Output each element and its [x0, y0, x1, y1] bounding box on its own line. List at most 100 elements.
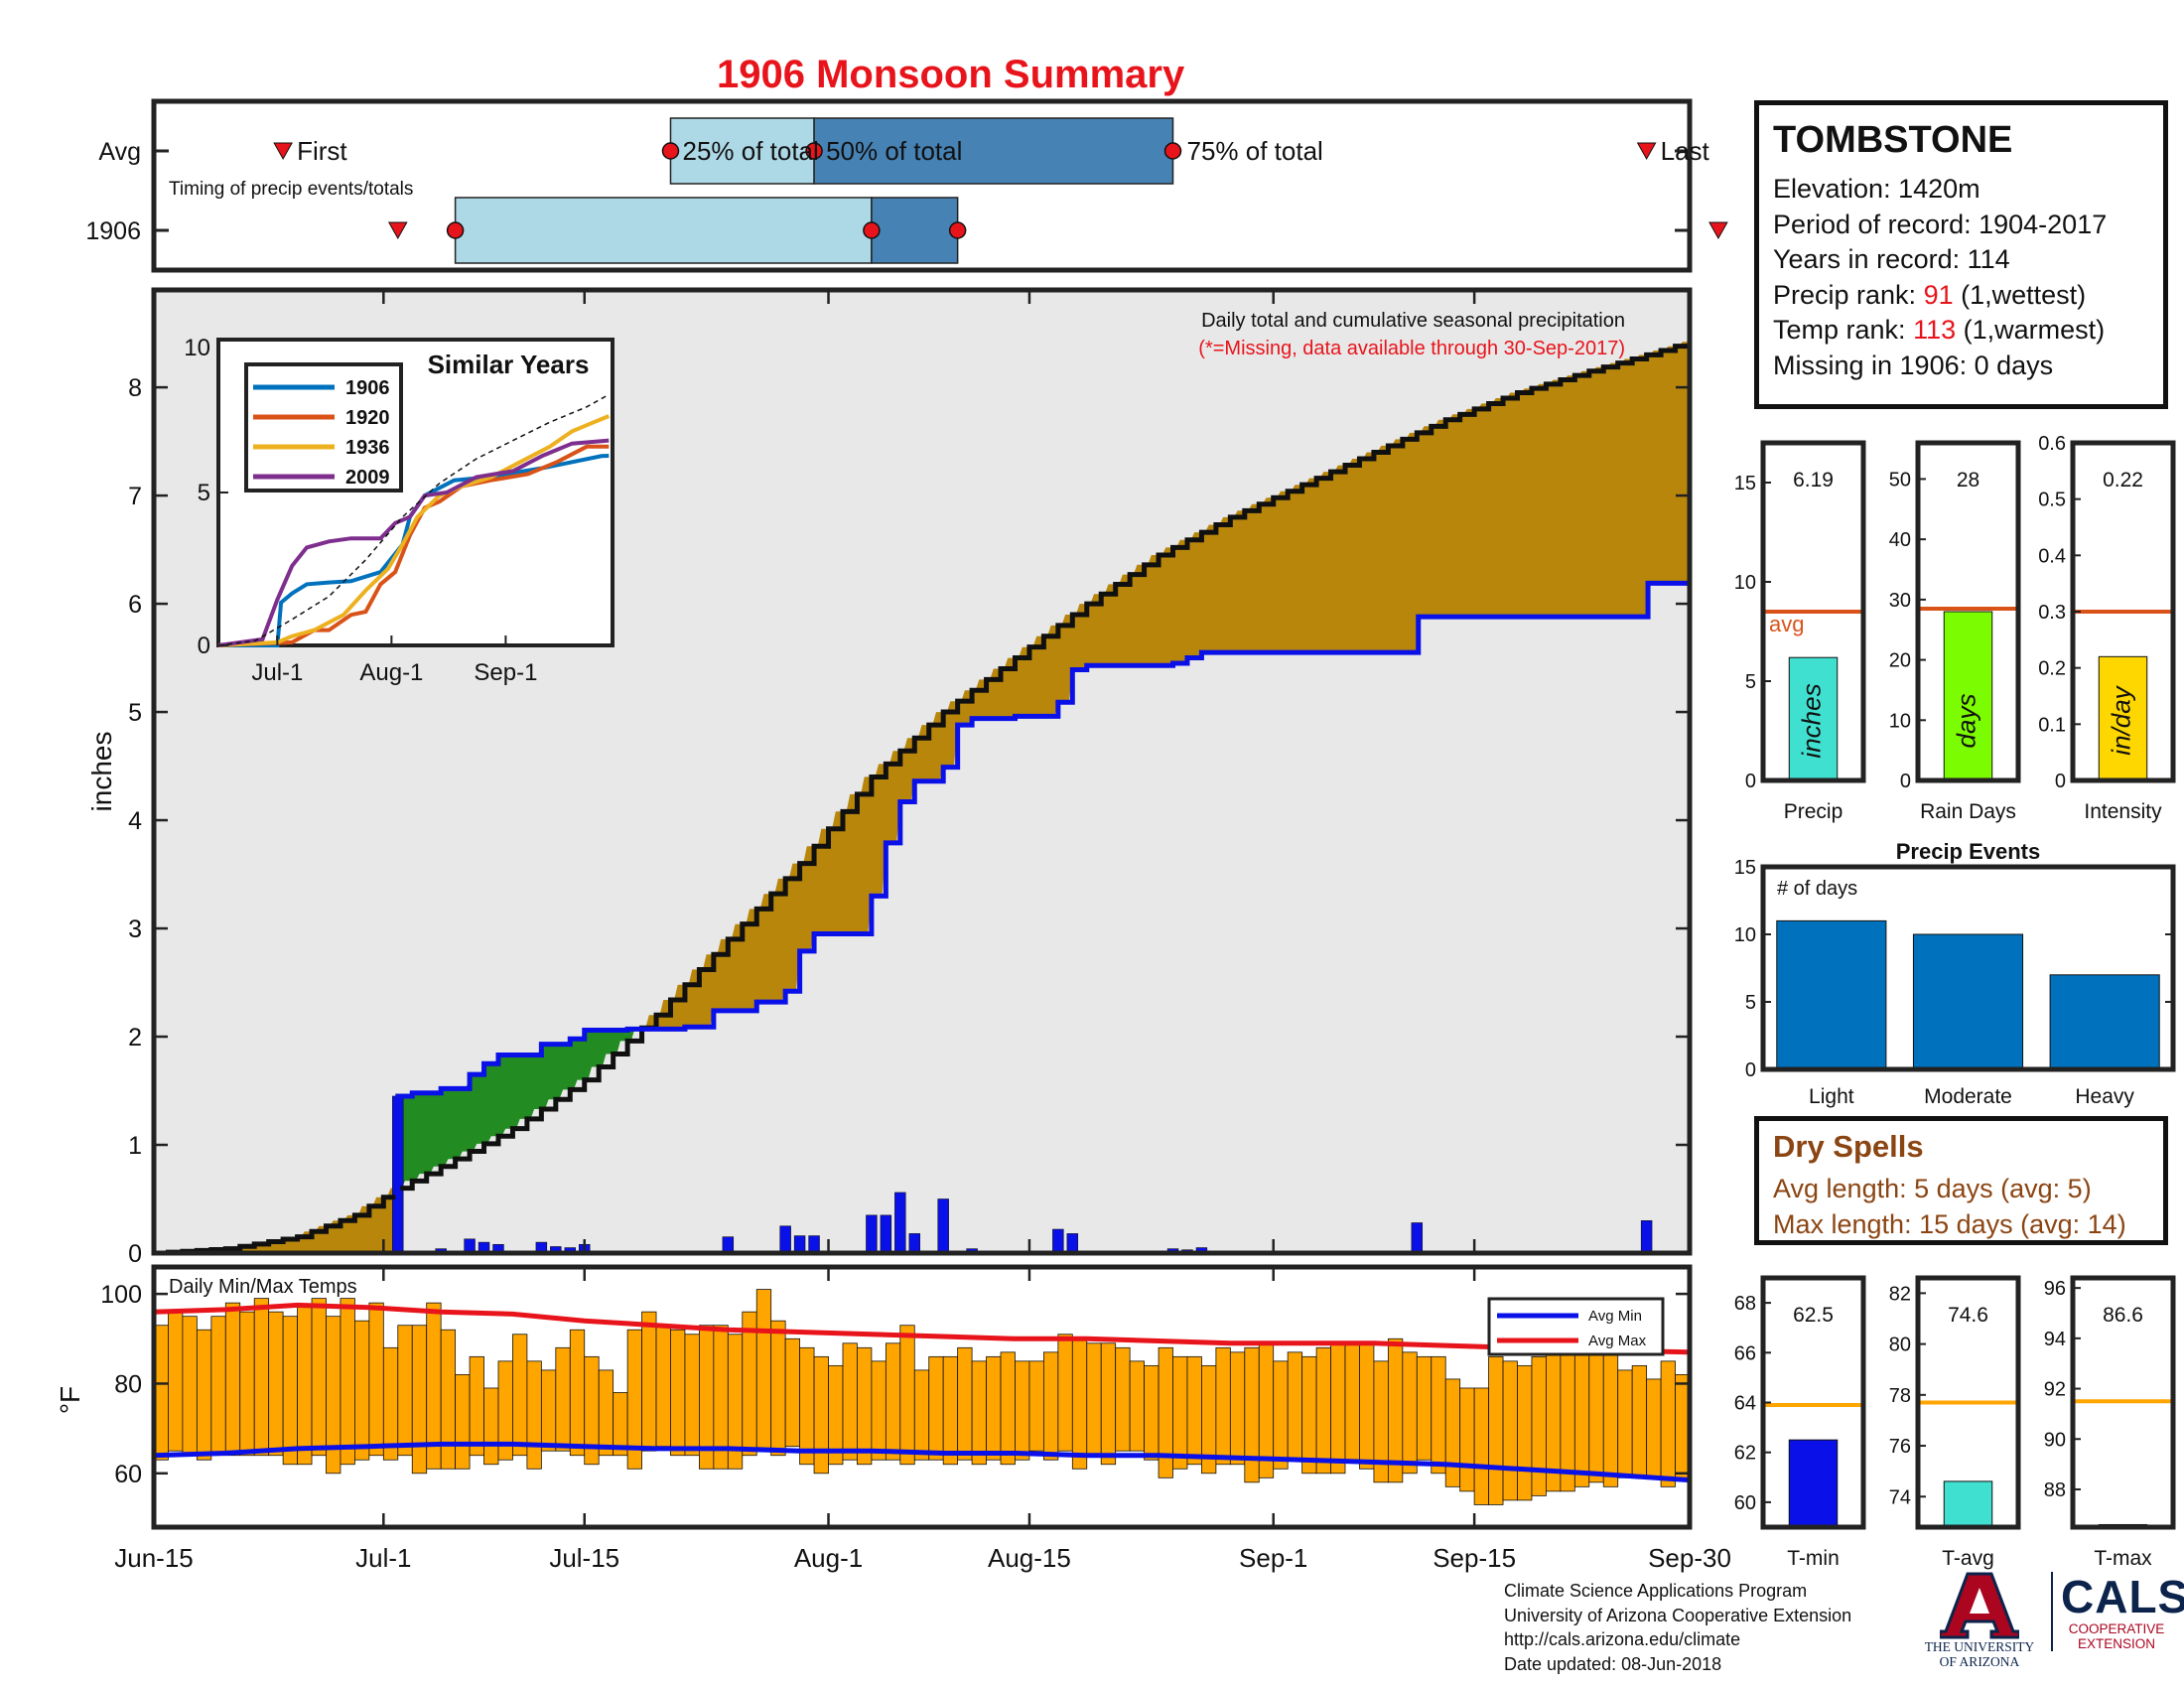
tmax_bar-frame [2070, 1275, 2176, 1530]
timing-marker-p25-0 [661, 142, 680, 160]
main-y-axis-label: inches [86, 732, 117, 812]
timing-row-label-1906: 1906 [85, 217, 141, 245]
daily-temp-bar [1660, 1360, 1676, 1487]
daily-temp-bar [1315, 1346, 1331, 1475]
rain_days_bar-value-bar [1943, 611, 1993, 781]
daily-precip-bar [1066, 1233, 1079, 1254]
daily-temp-bar [1215, 1346, 1231, 1466]
daily-temp-bar [755, 1289, 772, 1452]
x-tick-label: Sep-30 [1648, 1543, 1731, 1573]
missing-days: Missing in 1906: 0 days [1773, 350, 2054, 380]
legend-label-1906: 1906 [345, 377, 390, 399]
precip-events-ylabel: # of days [1777, 878, 1857, 900]
daily-temp-bar [1186, 1355, 1202, 1466]
inset-x-tick-label: Jul-1 [251, 659, 303, 686]
similar-year-line-2009 [217, 438, 610, 647]
daily-temp-bar [196, 1329, 212, 1461]
main-y-tick-label: 7 [128, 483, 142, 510]
rain_days_bar-value-label: 28 [1957, 469, 1979, 492]
main-y-tick-label: 6 [128, 591, 142, 619]
timing-caption: Timing of precip events/totals [169, 179, 413, 200]
daily-temp-bar [455, 1374, 471, 1470]
tmax_bar-value-label: 86.6 [2103, 1304, 2143, 1327]
daily-temp-bar [1000, 1351, 1016, 1466]
legend-label-2009: 2009 [345, 467, 390, 489]
daily-temp-bar [1531, 1355, 1547, 1496]
daily-temp-bar [340, 1298, 355, 1466]
timing-row-label-avg: Avg [98, 138, 141, 166]
daily-precip-bar [908, 1233, 920, 1254]
timing-label-25: 25% of total [682, 136, 818, 166]
daily-temp-bar [1172, 1355, 1188, 1470]
daily-temp-bar [1344, 1342, 1360, 1461]
tavg_bar-y-tick-label: 78 [1889, 1385, 1911, 1407]
daily-temp-bar [526, 1360, 542, 1470]
legend-label-1936: 1936 [345, 437, 390, 459]
tmax_bar-y-tick-label: 94 [2044, 1329, 2066, 1350]
precip_total_bar-average-label: avg [1769, 612, 1804, 636]
temp-y-tick-label: 60 [114, 1461, 142, 1488]
daily-temp-bar [655, 1325, 671, 1448]
daily-temp-bar [942, 1355, 959, 1466]
timing-marker-p50-0 [805, 142, 823, 160]
precip-events-bar-light [1776, 919, 1887, 1070]
tavg_bar-category-label: T-avg [1942, 1547, 1994, 1570]
daily-temp-bar [1015, 1360, 1030, 1461]
timing-label-first: First [297, 136, 347, 166]
footer-line-1: Climate Science Applications Program [1504, 1581, 1808, 1601]
daily-temp-bar [512, 1334, 528, 1457]
daily-temp-bar [483, 1387, 499, 1466]
intensity_bar-category-label: Intensity [2084, 800, 2162, 823]
daily-temp-bar [469, 1355, 484, 1457]
intensity_bar-y-tick-label: 0.1 [2038, 714, 2066, 736]
intensity_bar-value-bar [2098, 655, 2148, 781]
inset-y-tick-label: 5 [198, 480, 210, 506]
precip-events-y-tick-label: 10 [1734, 924, 1756, 946]
daily-temp-bar [368, 1302, 384, 1457]
footer-line-3: http://cals.arizona.edu/climate [1504, 1629, 1741, 1649]
tavg_bar-y-tick-label: 80 [1889, 1335, 1911, 1356]
legend-label-avg-max: Avg Max [1588, 1333, 1647, 1349]
timing-bar-50-75-1 [871, 197, 959, 264]
daily-temp-bar [397, 1325, 413, 1457]
intensity_bar-y-tick-label: 0.3 [2038, 602, 2066, 624]
precip-events-y-tick-label: 0 [1745, 1059, 1756, 1081]
daily-precip-bar [793, 1235, 806, 1254]
timing-triangle-first-1 [387, 221, 408, 240]
daily-precip-bar [779, 1225, 791, 1254]
tmax_bar-category-label: T-max [2094, 1547, 2152, 1570]
daily-temp-bar [1158, 1346, 1173, 1478]
below-average-area [154, 342, 1690, 1253]
x-tick-label: Sep-1 [1239, 1543, 1307, 1573]
tmin_bar-y-tick-label: 68 [1734, 1293, 1756, 1315]
ua-text-line-1: THE UNIVERSITY [1924, 1639, 2035, 1654]
daily-temp-bar [239, 1311, 255, 1457]
temp-y-tick-label: 100 [100, 1281, 142, 1309]
temp-rank: Temp rank: 113 (1,warmest) [1773, 313, 2149, 349]
avg-min-line [153, 1441, 1691, 1483]
year-cumulative-line [154, 580, 1690, 1256]
intensity_bar-y-tick-label: 0.6 [2038, 433, 2066, 455]
main-y-tick-label: 5 [128, 699, 142, 727]
timing-marker-p25-1 [446, 221, 465, 239]
daily-temp-bar [770, 1320, 786, 1457]
daily-temp-bar [555, 1346, 571, 1452]
inset-x-tick-label: Sep-1 [474, 659, 537, 686]
precip-rank-label: Precip rank: [1773, 279, 1924, 310]
precip_total_bar-y-tick-label: 10 [1734, 572, 1756, 594]
timing-marker-p50-1 [863, 221, 881, 239]
daily-precip-bar [1640, 1220, 1653, 1254]
daily-precip-bar [880, 1214, 892, 1254]
daily-temp-bar [540, 1369, 557, 1452]
daily-temp-bar [641, 1311, 657, 1452]
daily-temp-bar [799, 1346, 815, 1466]
daily-temp-bar [1402, 1351, 1418, 1475]
daily-temp-bar [1502, 1360, 1518, 1501]
rain_days_bar-y-tick-label: 20 [1889, 650, 1911, 672]
average-cumulative-line [154, 342, 1693, 1256]
station-info-box: TOMBSTONE Elevation: 1420m Period of rec… [1754, 100, 2168, 409]
daily-temp-bar [928, 1355, 944, 1461]
main-plot-title: Daily total and cumulative seasonal prec… [1201, 310, 1625, 332]
main-y-tick-label: 1 [128, 1132, 142, 1160]
tmax_bar-y-tick-label: 92 [2044, 1379, 2066, 1401]
